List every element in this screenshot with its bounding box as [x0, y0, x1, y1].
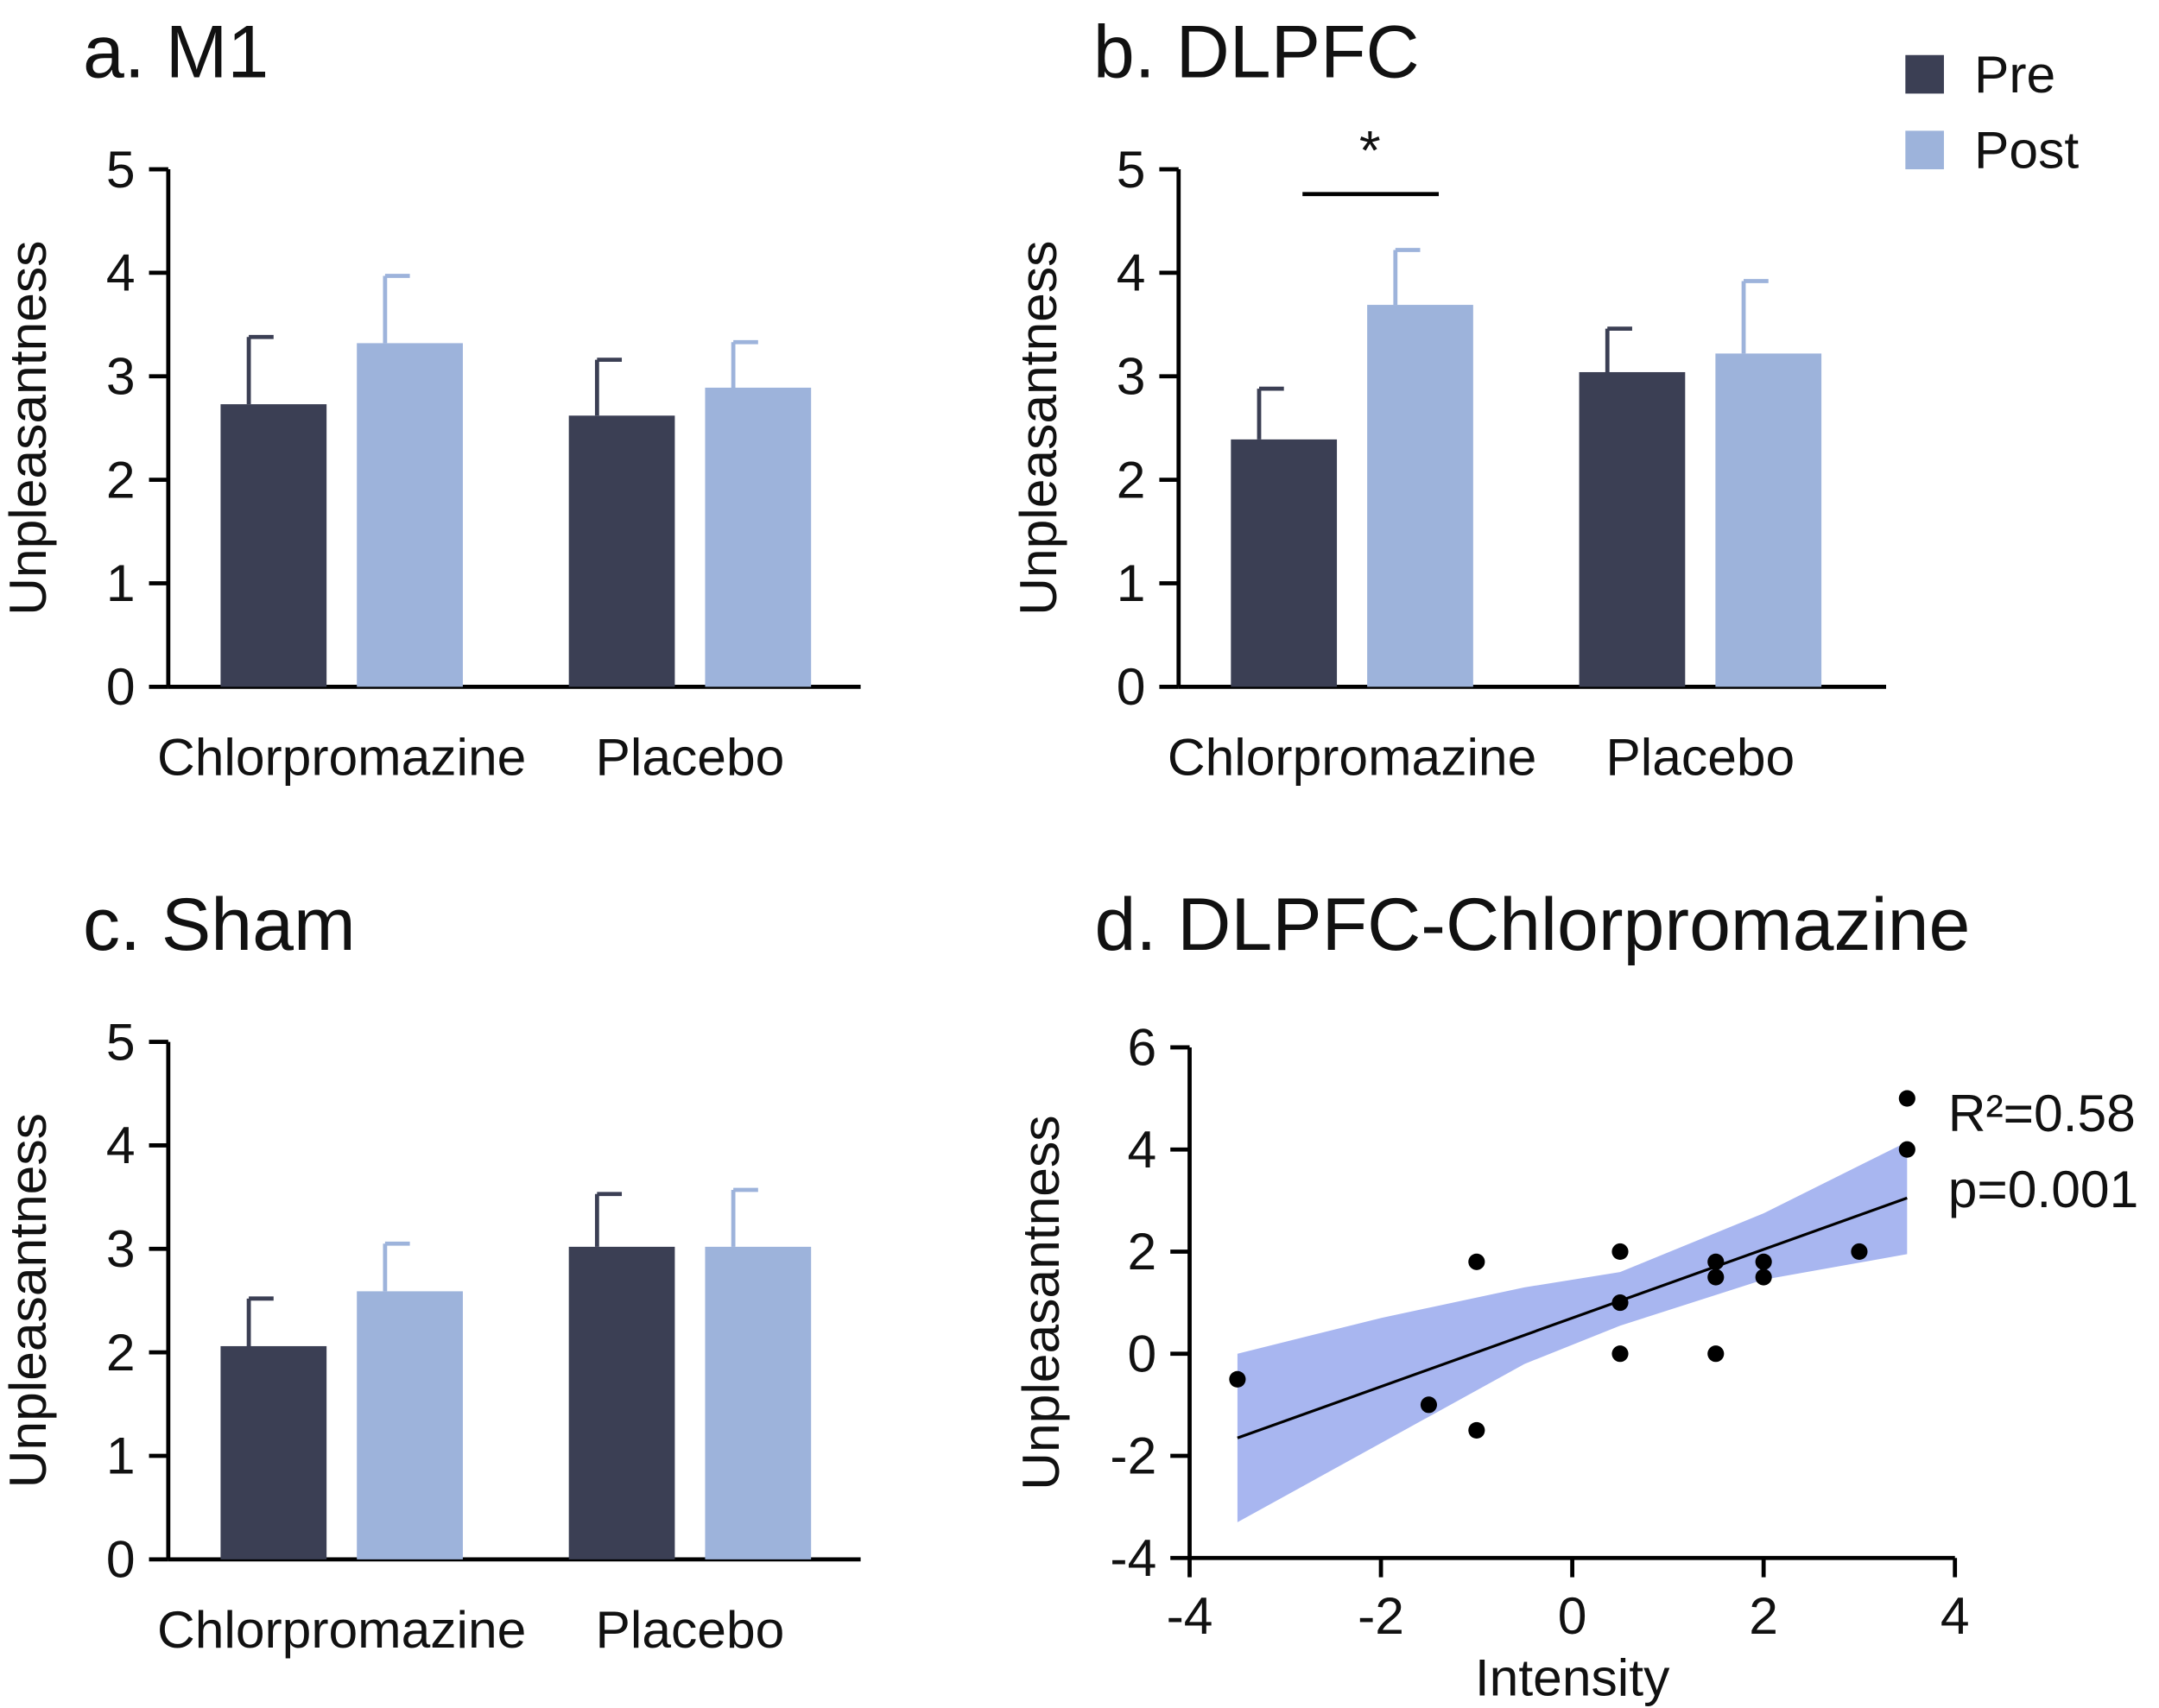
chart-title: a. M1 [83, 10, 269, 93]
y-tick-label: 4 [1128, 1120, 1157, 1179]
y-tick-label: 0 [1128, 1324, 1157, 1382]
x-axis-label: Intensity [1475, 1648, 1670, 1707]
y-axis-label: Unpleasantness [1009, 241, 1067, 616]
y-tick-label: -2 [1110, 1426, 1156, 1485]
confidence-band [1237, 1142, 1908, 1522]
y-tick-label: 5 [1117, 140, 1146, 199]
point [1851, 1243, 1868, 1261]
y-tick-label: 2 [106, 1323, 136, 1382]
annotation: p=0.001 [1948, 1160, 2139, 1218]
y-axis-label: Unpleasantness [0, 241, 57, 616]
bar [1715, 353, 1822, 687]
point [1898, 1090, 1915, 1107]
bar [705, 387, 812, 687]
point [1755, 1253, 1772, 1270]
legend-swatch [1905, 130, 1944, 170]
y-tick-label: 6 [1128, 1018, 1157, 1077]
y-tick-label: 4 [1117, 244, 1146, 302]
chart-title: c. Sham [83, 883, 356, 966]
point [1611, 1243, 1629, 1261]
bar [357, 343, 463, 687]
y-tick-label: 4 [106, 1116, 136, 1174]
chart-title: d. DLPFC-Chlorpromazine [1095, 883, 1971, 966]
bar [568, 1246, 675, 1559]
y-tick-label: -4 [1110, 1528, 1156, 1587]
y-tick-label: 5 [106, 140, 136, 199]
x-tick-label: Chlorpromazine [1168, 727, 1536, 786]
y-tick-label: 2 [1128, 1222, 1157, 1281]
point [1707, 1345, 1725, 1363]
fit-line [1237, 1196, 1908, 1439]
y-tick-label: 4 [106, 244, 136, 302]
y-tick-label: 0 [106, 657, 136, 716]
point [1468, 1253, 1485, 1270]
bar [1367, 305, 1473, 687]
point [1468, 1421, 1485, 1439]
point [1755, 1268, 1772, 1286]
x-tick-label: Placebo [596, 727, 785, 786]
y-tick-label: 0 [1117, 657, 1146, 716]
x-tick-label: 0 [1558, 1586, 1587, 1645]
bar [705, 1246, 812, 1559]
y-tick-label: 3 [106, 346, 136, 405]
y-tick-label: 1 [106, 1426, 136, 1485]
x-tick-label: Chlorpromazine [157, 1600, 526, 1659]
x-tick-label: 4 [1941, 1586, 1970, 1645]
point [1229, 1370, 1246, 1388]
y-tick-label: 3 [1117, 346, 1146, 405]
x-tick-label: -4 [1167, 1586, 1213, 1645]
x-tick-label: 2 [1749, 1586, 1778, 1645]
y-axis-label: Unpleasantness [1011, 1115, 1070, 1490]
significance-label: * [1359, 119, 1381, 181]
x-tick-label: Placebo [596, 1600, 785, 1659]
point [1611, 1345, 1629, 1363]
y-tick-label: 1 [106, 554, 136, 612]
bar [220, 404, 327, 687]
chart-title: b. DLPFC [1093, 10, 1420, 93]
legend-swatch [1905, 54, 1944, 94]
bar [568, 415, 675, 687]
point [1898, 1141, 1915, 1158]
y-tick-label: 0 [106, 1530, 136, 1589]
point [1420, 1396, 1438, 1414]
y-tick-label: 1 [1117, 554, 1146, 612]
y-tick-label: 2 [1117, 450, 1146, 509]
legend-label: Pre [1974, 45, 2055, 104]
y-tick-label: 5 [106, 1012, 136, 1071]
point [1707, 1268, 1725, 1286]
y-axis-label: Unpleasantness [0, 1113, 57, 1488]
y-tick-label: 2 [106, 450, 136, 509]
x-tick-label: -2 [1358, 1586, 1404, 1645]
bar [357, 1291, 463, 1559]
legend-label: Post [1974, 120, 2079, 179]
x-tick-label: Chlorpromazine [157, 727, 526, 786]
bar [1579, 371, 1686, 687]
point [1611, 1294, 1629, 1312]
x-tick-label: Placebo [1605, 727, 1795, 786]
point [1707, 1253, 1725, 1270]
bar [220, 1345, 327, 1559]
bar [1231, 439, 1338, 687]
y-tick-label: 3 [106, 1219, 136, 1278]
annotation: R²=0.58 [1948, 1084, 2136, 1142]
